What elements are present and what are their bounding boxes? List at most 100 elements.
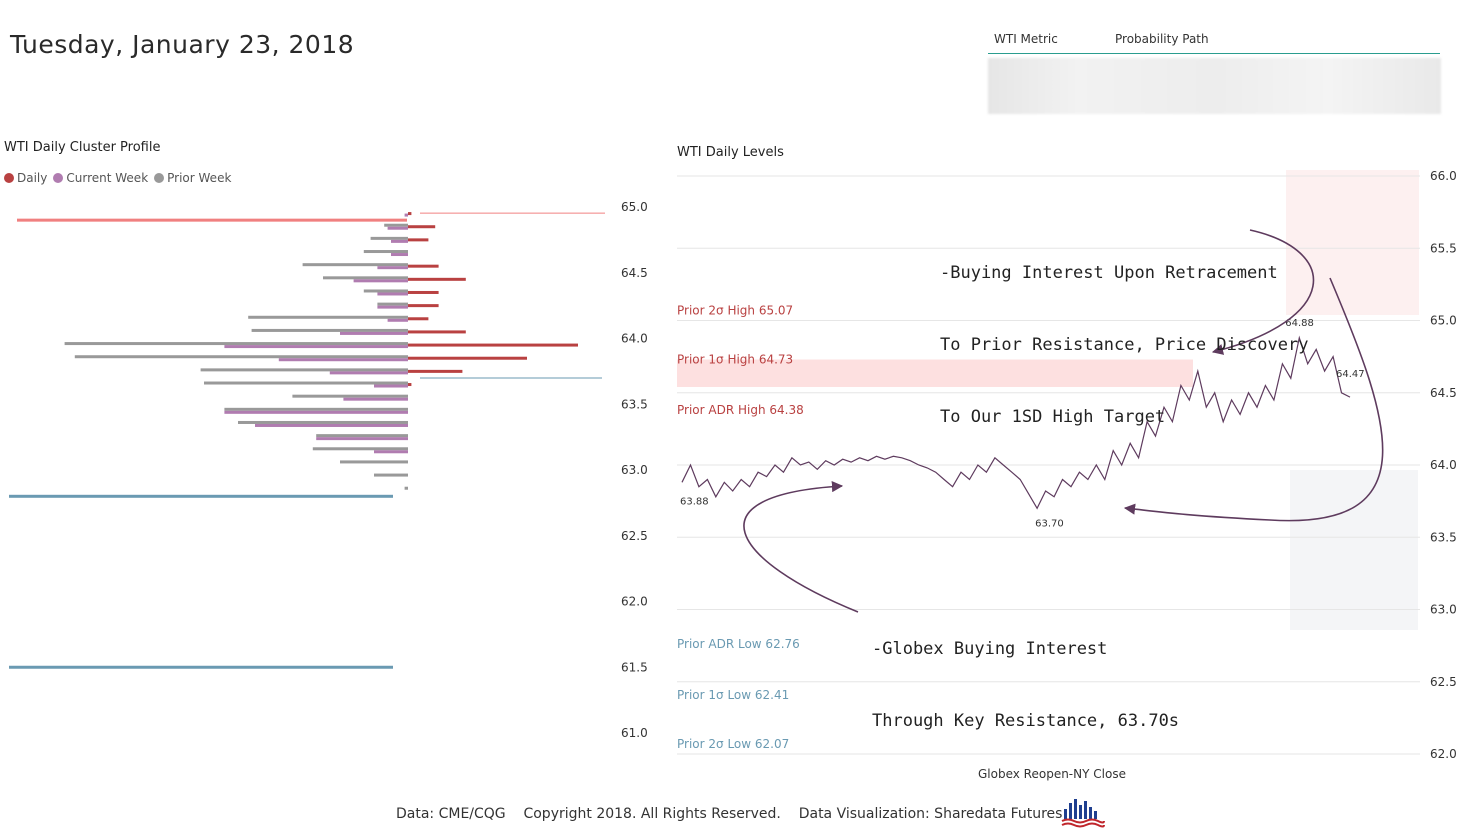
level-label: Prior 1σ High 64.73 [677,353,793,367]
support-line [9,665,393,669]
prior-week-bar [377,302,408,306]
current-week-bar [255,423,408,427]
prior-week-bar [292,394,408,398]
daily-bar [408,264,439,268]
prior-week-bar [363,250,408,254]
legend-dot-current-week [53,173,64,183]
prior-week-bar [200,368,408,372]
probability-shade-low [1290,470,1418,630]
probability-shade-high [1286,170,1419,315]
current-week-bar [340,331,408,335]
x-axis-label: Globex Reopen-NY Close [978,767,1126,781]
daily-bar [408,212,412,216]
cluster-y-tick-label: 65.0 [621,200,648,214]
prior-week-bar [384,223,408,227]
levels-y-tick-label: 63.5 [1430,530,1457,544]
level-label: Prior 1σ Low 62.41 [677,688,789,702]
legend-item-current-week: Current Week [53,171,148,185]
prior-week-bar [251,328,408,332]
cluster-legend: Daily Current Week Prior Week [4,171,231,185]
current-week-bar [404,213,408,217]
legend-dot-daily [4,173,14,183]
cluster-y-tick-label: 64.5 [621,266,648,280]
cluster-y-tick-label: 63.0 [621,463,648,477]
daily-levels-title: WTI Daily Levels [677,145,784,160]
sharedata-logo-icon [1061,799,1105,828]
current-week-bar [377,292,408,296]
footer-copyright: Copyright 2018. All Rights Reserved. [523,806,781,822]
arrow-to-breakout [743,481,859,613]
cluster-profile-chart: 65.0 64.5 64.0 63.5 63.0 62.5 62.0 61.5 61.0 [9,200,648,740]
current-week-bar [387,226,408,230]
levels-y-tick-label: 66.0 [1430,169,1457,183]
legend-label-daily: Daily [17,171,48,185]
cluster-y-tick-label: 61.0 [621,726,648,740]
prior-week-bar [404,486,408,490]
levels-y-tick-label: 65.5 [1430,241,1457,255]
annotation-top-line-1: -Buying Interest Upon Retracement [940,263,1278,283]
probability-column-header: Probability Path [1115,32,1209,46]
current-week-bar [329,371,408,375]
daily-bar [408,238,429,242]
footer-data-source: Data: CME/CQG [396,806,506,822]
level-label: Prior 2σ High 65.07 [677,303,793,317]
level-label: Prior ADR Low 62.76 [677,637,800,651]
current-week-bar [316,437,408,441]
daily-bar [408,290,439,294]
annotation-top: -Buying Interest Upon Retracement To Pri… [940,213,1308,453]
daily-bar [408,356,527,360]
cluster-profile-title: WTI Daily Cluster Profile [4,140,161,155]
legend-label-current-week: Current Week [66,171,149,185]
cluster-y-tick-label: 62.0 [621,595,648,609]
daily-bar [408,383,412,387]
legend-item-prior-week: Prior Week [154,171,231,185]
current-week-bar [391,253,408,257]
prior-week-bar [363,289,408,293]
current-week-bar [353,279,408,283]
levels-y-tick-label: 64.5 [1430,386,1457,400]
daily-bar [408,277,466,281]
current-week-bar [224,345,408,349]
legend-item-daily: Daily [4,171,47,185]
current-week-bar [374,450,408,454]
current-week-bar [377,266,408,270]
prior-week-bar [340,460,408,464]
price-point-label: 63.88 [680,496,709,507]
legend-dot-prior-week [154,173,165,183]
current-week-bar [374,384,408,388]
legend-label-prior-week: Prior Week [167,171,232,185]
price-point-label: 63.70 [1035,518,1064,529]
current-week-bar [278,358,408,362]
levels-y-tick-label: 65.0 [1430,314,1457,328]
level-label: Prior 2σ Low 62.07 [677,737,789,751]
daily-bar [408,369,463,373]
prior-week-bar [370,236,408,240]
current-week-bar [391,239,408,243]
sigma-high-band [677,359,1193,387]
daily-bar [408,343,578,347]
page-title: Tuesday, January 23, 2018 [10,30,355,59]
support-line [9,494,393,498]
prior-week-bar [238,420,408,424]
prior-week-bar [323,276,408,280]
cluster-y-tick-label: 63.5 [621,397,648,411]
levels-y-tick-label: 62.0 [1430,747,1457,761]
annotation-bottom: -Globex Buying Interest Through Key Resi… [872,589,1179,757]
table-header-rule [988,53,1440,54]
prior-week-bar [74,355,409,359]
footer: Data: CME/CQG Copyright 2018. All Rights… [396,806,1062,822]
prior-week-bar [374,473,408,477]
cluster-y-tick-label: 61.5 [621,660,648,674]
level-label: Prior ADR High 64.38 [677,403,804,417]
prior-week-bar [204,381,408,385]
levels-y-tick-label: 63.0 [1430,603,1457,617]
arrow-to-globex [1123,277,1384,522]
levels-y-tick-label: 64.0 [1430,458,1457,472]
prior-week-bar [224,407,408,411]
annotation-top-line-2: To Prior Resistance, Price Discovery [940,335,1309,355]
daily-bar [408,304,439,308]
price-point-label: 64.47 [1336,369,1365,380]
current-week-bar [343,397,408,401]
cluster-y-tick-label: 62.5 [621,529,648,543]
daily-levels-chart: 66.0 65.5 65.0 64.5 64.0 63.5 63.0 62.5 62.0 Prio… [677,169,1457,761]
